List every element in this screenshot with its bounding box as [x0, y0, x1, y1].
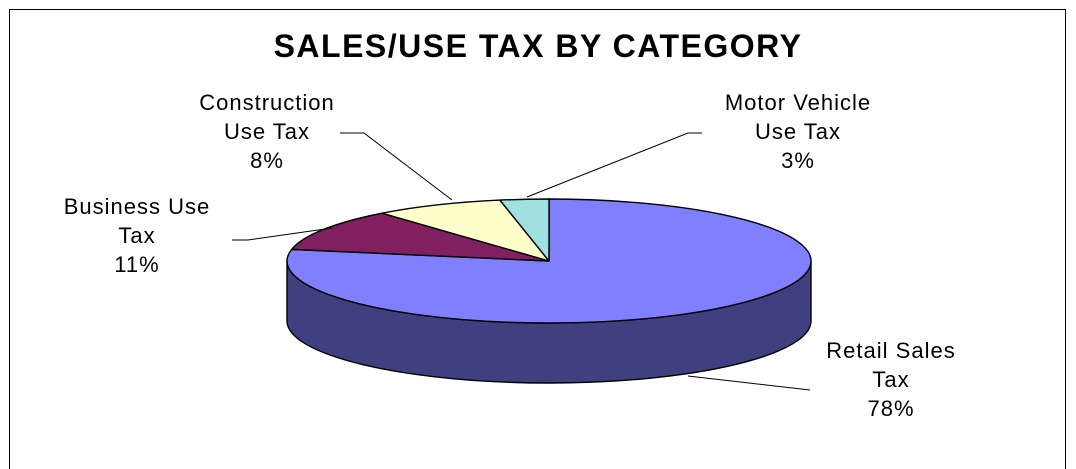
slice-label-business-use-tax: Business Use Tax 11% [32, 192, 242, 279]
pie-slice-motor-vehicle-use-tax [499, 198, 550, 262]
slice-label-motor-vehicle-use-tax-line1: Motor Vehicle [724, 90, 872, 115]
slice-label-construction-use-tax: Construction Use Tax 8% [172, 88, 362, 175]
slice-percent-business-use-tax: 11% [114, 252, 160, 277]
slice-label-construction-use-tax-line2: Use Tax [223, 119, 311, 144]
slice-label-retail-sales-tax-line1: Retail Sales [826, 338, 956, 363]
leader-line-motor-vehicle-use-tax [526, 132, 702, 198]
slice-label-retail-sales-tax: Retail Sales Tax 78% [806, 336, 976, 423]
slice-label-business-use-tax-line2: Tax [118, 223, 156, 248]
slice-label-construction-use-tax-line1: Construction [199, 90, 335, 115]
pie-slice-construction-use-tax [381, 199, 550, 262]
slice-label-retail-sales-tax-line2: Tax [872, 367, 910, 392]
slice-percent-construction-use-tax: 8% [250, 148, 284, 173]
leader-line-construction-use-tax [340, 132, 453, 201]
slice-percent-retail-sales-tax: 78% [867, 396, 915, 421]
slice-label-motor-vehicle-use-tax: Motor Vehicle Use Tax 3% [698, 88, 898, 175]
slice-label-motor-vehicle-use-tax-line2: Use Tax [754, 119, 842, 144]
chart-title: SALES/USE TAX BY CATEGORY [273, 28, 803, 64]
slice-label-business-use-tax-line1: Business Use [63, 194, 211, 219]
leader-line-business-use-tax [232, 227, 333, 241]
leader-line-retail-sales-tax [687, 375, 811, 391]
slice-percent-motor-vehicle-use-tax: 3% [781, 148, 815, 173]
